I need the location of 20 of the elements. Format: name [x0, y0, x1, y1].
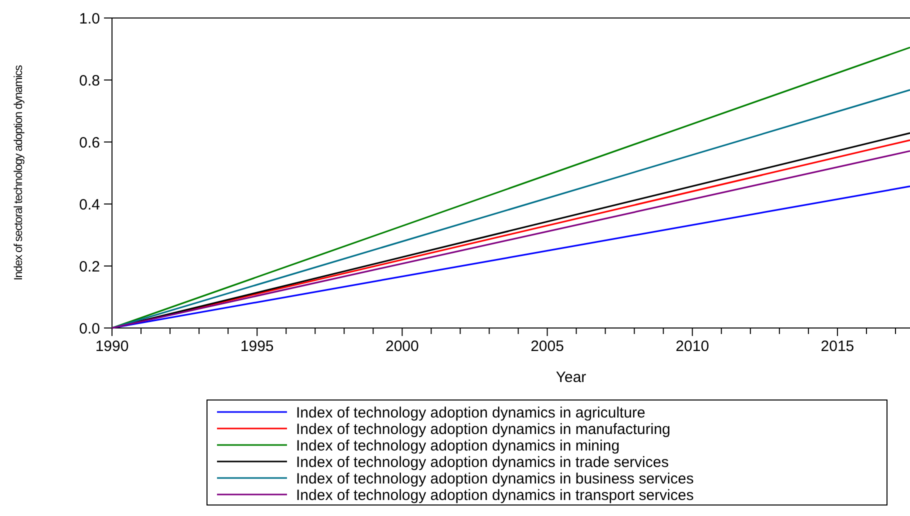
- x-tick-label: 1990: [95, 338, 129, 355]
- y-tick-label: 0.8: [79, 72, 100, 90]
- y-tick-label: 0.0: [79, 320, 100, 338]
- legend-label: Index of technology adoption dynamics in manufacturing: [296, 420, 670, 438]
- y-tick-label: 0.4: [79, 196, 100, 214]
- x-tick-label: 2005: [530, 338, 564, 355]
- x-tick-label: 2015: [820, 338, 854, 355]
- legend-label: Index of technology adoption dynamics in trade services: [296, 454, 669, 471]
- y-tick-label: 0.6: [79, 134, 100, 152]
- x-tick-label: 1995: [240, 338, 274, 355]
- y-tick-label: 1.0: [79, 10, 100, 28]
- x-tick-label: 2000: [385, 338, 419, 355]
- legend-label: Index of technology adoption dynamics in business services: [296, 470, 694, 488]
- legend-label: Index of technology adoption dynamics in transport services: [296, 486, 694, 504]
- legend-label: Index of technology adoption dynamics in agriculture: [296, 404, 646, 422]
- y-tick-label: 0.2: [79, 258, 100, 276]
- x-tick-label: 2010: [676, 338, 710, 355]
- y-axis-title: Index of sectoral technology adoption dynamics: [13, 64, 25, 280]
- x-axis-title: Year: [556, 369, 586, 386]
- legend-label: Index of technology adoption dynamics in mining: [296, 437, 620, 454]
